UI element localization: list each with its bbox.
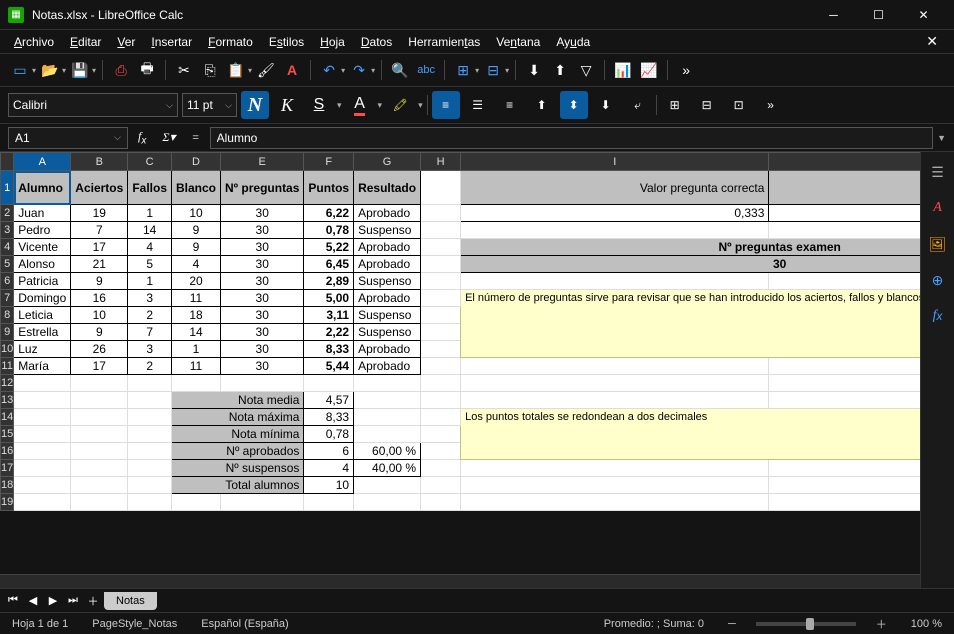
close-doc-button[interactable]: ✕ [918, 31, 946, 52]
add-sheet-button[interactable]: ＋ [84, 592, 102, 610]
open-button[interactable]: 📂 [38, 58, 62, 82]
wrap-button[interactable]: ⤶ [624, 91, 652, 119]
menu-editar[interactable]: Editar [64, 33, 107, 51]
menubar: Archivo Editar Ver Insertar Formato Esti… [0, 30, 954, 54]
first-sheet-button[interactable]: ⏮ [4, 592, 22, 610]
app-icon: ▦ [8, 7, 24, 23]
format-toolbar: Calibri⌵ 11 pt⌵ N K S▾ A▾ 🖍▾ ≡ ☰ ≡ ⬆ ⬍ ⬇… [0, 87, 954, 124]
font-name-combo[interactable]: Calibri⌵ [8, 93, 178, 117]
window-title: Notas.xlsx - LibreOffice Calc [32, 8, 811, 22]
paste-button[interactable]: 📋 [224, 58, 248, 82]
menu-herramientas[interactable]: Herramientas [402, 33, 486, 51]
fx-button[interactable]: fx [132, 129, 152, 146]
spell-button[interactable]: abc [414, 58, 438, 82]
language[interactable]: Español (España) [197, 618, 292, 630]
main-toolbar: ▭▾ 📂▾ 💾▾ ⎙ 🖶 ✂ ⎘ 📋▾ 🖌 A ↶▾ ↷▾ 🔍 abc ⊞▾ ⊟… [0, 54, 954, 87]
italic-button[interactable]: K [273, 91, 301, 119]
menu-ventana[interactable]: Ventana [490, 33, 546, 51]
pdf-button[interactable]: ⎙ [109, 58, 133, 82]
split-button[interactable]: ⊡ [725, 91, 753, 119]
align-left-button[interactable]: ≡ [432, 91, 460, 119]
prev-sheet-button[interactable]: ◀ [24, 592, 42, 610]
menu-ver[interactable]: Ver [111, 33, 141, 51]
sum-button[interactable]: Σ▾ [156, 130, 181, 145]
close-button[interactable]: ✕ [901, 0, 946, 30]
align-bottom-button[interactable]: ⬇ [592, 91, 620, 119]
sort-asc-button[interactable]: ⬇ [522, 58, 546, 82]
cell-reference[interactable]: A1⌵ [8, 127, 128, 149]
menu-archivo[interactable]: Archivo [8, 33, 60, 51]
cut-button[interactable]: ✂ [172, 58, 196, 82]
filter-button[interactable]: ▽ [574, 58, 598, 82]
spreadsheet-area: ABCDEFGHIJ1AlumnoAciertosFallosBlancoNº … [0, 152, 920, 588]
functions-icon[interactable]: fx [926, 304, 950, 328]
chart2-button[interactable]: 📈 [637, 58, 661, 82]
maximize-button[interactable]: ☐ [856, 0, 901, 30]
align-top-button[interactable]: ⬆ [528, 91, 556, 119]
minimize-button[interactable]: ─ [811, 0, 856, 30]
menu-datos[interactable]: Datos [355, 33, 398, 51]
more-button[interactable]: » [674, 58, 698, 82]
more-fmt-button[interactable]: » [757, 91, 785, 119]
menu-formato[interactable]: Formato [202, 33, 259, 51]
zoom-out[interactable]: ─ [724, 618, 740, 630]
next-sheet-button[interactable]: ▶ [44, 592, 62, 610]
navigator-icon[interactable]: ⊕ [926, 268, 950, 292]
eq-button[interactable]: = [186, 130, 206, 145]
sheet-count: Hoja 1 de 1 [8, 618, 72, 630]
align-center-button[interactable]: ☰ [464, 91, 492, 119]
menu-hoja[interactable]: Hoja [314, 33, 351, 51]
menu-ayuda[interactable]: Ayuda [550, 33, 596, 51]
copy-button[interactable]: ⎘ [198, 58, 222, 82]
redo-button[interactable]: ↷ [347, 58, 371, 82]
underline-button[interactable]: S [305, 91, 333, 119]
statusbar: Hoja 1 de 1 PageStyle_Notas Español (Esp… [0, 612, 954, 634]
grid-scroll[interactable]: ABCDEFGHIJ1AlumnoAciertosFallosBlancoNº … [0, 152, 920, 574]
h-scrollbar[interactable] [0, 574, 920, 588]
formula-input[interactable] [210, 127, 933, 149]
new-button[interactable]: ▭ [8, 58, 32, 82]
sheet-tab[interactable]: Notas [104, 592, 157, 610]
clear-fmt-button[interactable]: A [280, 58, 304, 82]
print-button[interactable]: 🖶 [135, 58, 159, 82]
merge-button[interactable]: ⊞ [661, 91, 689, 119]
zoom-slider[interactable] [756, 622, 856, 626]
save-button[interactable]: 💾 [68, 58, 92, 82]
gallery-icon[interactable]: 🖼 [926, 232, 950, 256]
last-sheet-button[interactable]: ⏭ [64, 592, 82, 610]
highlight-button[interactable]: 🖍 [386, 91, 414, 119]
formula-bar: A1⌵ fx Σ▾ = ▼ [0, 124, 954, 152]
align-middle-button[interactable]: ⬍ [560, 91, 588, 119]
zoom-in[interactable]: ＋ [872, 616, 891, 632]
bold-button[interactable]: N [241, 91, 269, 119]
aggregate[interactable]: Promedio: ; Suma: 0 [600, 618, 708, 630]
sheet-tabs: ⏮ ◀ ▶ ⏭ ＋ Notas [0, 588, 954, 612]
spreadsheet-grid[interactable]: ABCDEFGHIJ1AlumnoAciertosFallosBlancoNº … [0, 152, 920, 511]
properties-icon[interactable]: ☰ [926, 160, 950, 184]
font-color-button[interactable]: A [346, 91, 374, 119]
menu-insertar[interactable]: Insertar [145, 33, 198, 51]
menu-estilos[interactable]: Estilos [263, 33, 310, 51]
chart-button[interactable]: 📊 [611, 58, 635, 82]
col-button[interactable]: ⊟ [481, 58, 505, 82]
font-size-combo[interactable]: 11 pt⌵ [182, 93, 237, 117]
zoom-level[interactable]: 100 % [907, 618, 946, 630]
clone-fmt-button[interactable]: 🖌 [254, 58, 278, 82]
sort-desc-button[interactable]: ⬆ [548, 58, 572, 82]
find-button[interactable]: 🔍 [388, 58, 412, 82]
page-style[interactable]: PageStyle_Notas [88, 618, 181, 630]
sidebar: ☰ A 🖼 ⊕ fx [920, 152, 954, 588]
unmerge-button[interactable]: ⊟ [693, 91, 721, 119]
expand-formula-icon[interactable]: ▼ [937, 133, 946, 143]
styles-icon[interactable]: A [926, 196, 950, 220]
align-right-button[interactable]: ≡ [496, 91, 524, 119]
row-button[interactable]: ⊞ [451, 58, 475, 82]
undo-button[interactable]: ↶ [317, 58, 341, 82]
titlebar: ▦ Notas.xlsx - LibreOffice Calc ─ ☐ ✕ [0, 0, 954, 30]
